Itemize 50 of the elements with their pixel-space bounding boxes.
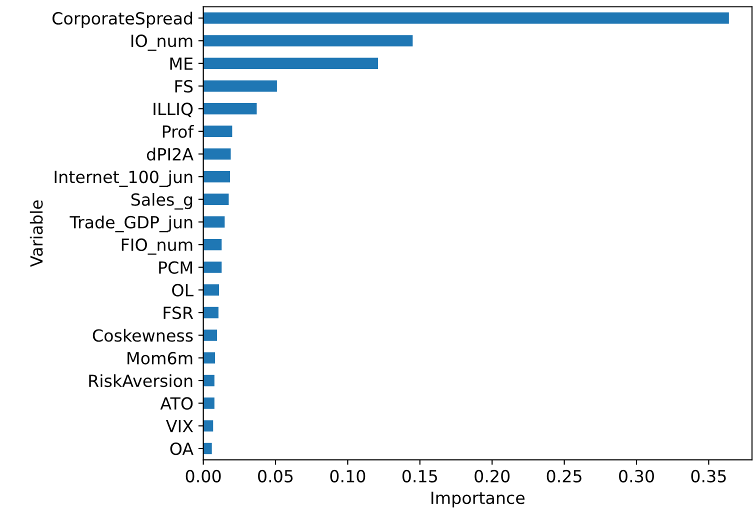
bar [203, 103, 257, 114]
y-tick-label: FIO_num [122, 238, 192, 255]
y-tick-label: ATO [160, 397, 193, 410]
y-tick-label: ILLIQ [154, 102, 193, 118]
bar [203, 398, 214, 409]
y-tick-label: FS [175, 80, 193, 93]
bar [203, 170, 230, 182]
x-tick-label: 0.00 [186, 470, 221, 482]
y-tick-label: VIX [166, 420, 194, 432]
bar [203, 306, 218, 318]
bar [203, 420, 214, 432]
y-tick-label: Prof [162, 125, 194, 138]
bar [203, 194, 229, 205]
x-tick-label: 0.30 [619, 470, 654, 482]
bar [203, 238, 222, 250]
y-tick-label: Trade_GDP_jun [70, 216, 192, 232]
x-tick-label: 0.15 [402, 470, 438, 482]
y-tick-label: Coskewness [92, 328, 193, 342]
bar [203, 262, 222, 273]
x-axis-title: Importance [432, 492, 525, 508]
x-tick-label: 0.20 [474, 470, 510, 482]
x-tick-label: 0.25 [546, 470, 582, 482]
y-axis-title: Variable [30, 200, 43, 267]
x-tick-label: 0.10 [330, 470, 366, 482]
y-tick-label: RiskAversion [89, 374, 192, 388]
y-tick-label: IO_num [131, 34, 192, 51]
bar [203, 80, 277, 92]
y-tick-label: FSR [164, 306, 194, 320]
bar [203, 442, 212, 454]
y-tick-label: dPI2A [146, 148, 194, 161]
bar [203, 352, 216, 364]
bar [203, 148, 231, 160]
y-tick-label: ME [170, 58, 193, 70]
bar [203, 12, 729, 24]
y-tick-label: PCM [159, 261, 192, 274]
bar [203, 330, 218, 341]
y-tick-label: Internet_100_jun [54, 170, 192, 187]
bar [203, 58, 378, 70]
bar [203, 126, 232, 138]
y-tick-label: Mom6m [128, 352, 192, 364]
bar [203, 216, 225, 228]
x-tick-label: 0.05 [258, 470, 293, 482]
bar [203, 35, 413, 46]
y-tick-label: CorporateSpread [52, 12, 192, 28]
bar [203, 374, 214, 386]
x-tick-label: 0.35 [691, 470, 726, 482]
y-tick-label: OA [170, 442, 194, 456]
y-tick-label: Sales_g [131, 192, 192, 210]
y-tick-label: OL [172, 284, 194, 296]
bar [203, 284, 220, 296]
